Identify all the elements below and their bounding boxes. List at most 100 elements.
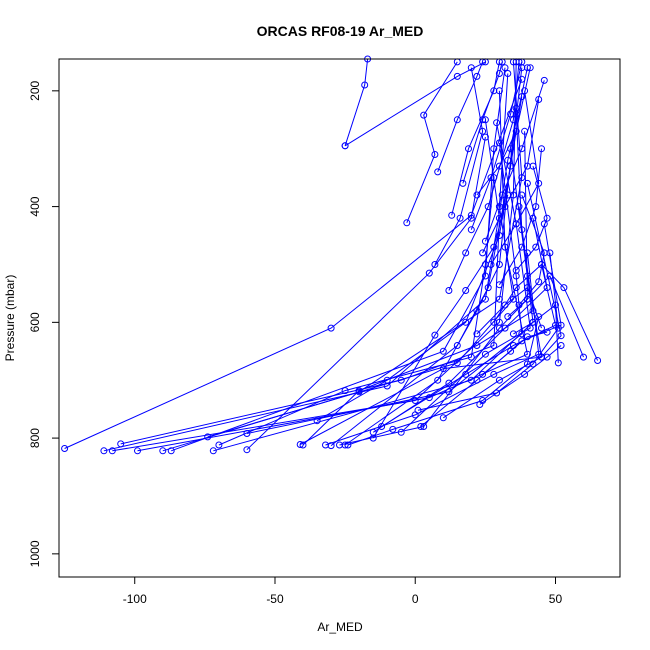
data-point-6-2	[481, 272, 489, 280]
series-line-45	[518, 194, 545, 306]
data-point-48-0	[476, 401, 484, 408]
data-point-25-2	[518, 337, 526, 345]
data-point-7-4	[504, 70, 512, 77]
series-line-33	[462, 61, 503, 184]
data-point-45-2	[540, 249, 548, 257]
series-line-30	[344, 61, 486, 147]
data-point-31-0	[448, 211, 456, 219]
data-point-14-0	[313, 417, 321, 425]
series-line-38	[482, 99, 540, 254]
data-point-6-4	[501, 64, 509, 72]
y-axis-label: Pressure (mbar)	[3, 275, 17, 362]
data-point-38-3	[535, 96, 543, 103]
y-tick-label: 800	[28, 428, 42, 448]
data-point-24-1	[493, 389, 501, 397]
data-point-45-0	[515, 301, 523, 309]
series-line-48	[479, 345, 562, 405]
data-point-40-1	[518, 243, 526, 251]
series-line-22	[381, 264, 557, 427]
data-point-32-2	[473, 72, 481, 80]
y-tick-label: 200	[28, 81, 42, 101]
data-point-20-3	[490, 243, 498, 251]
data-point-18-4	[512, 104, 520, 112]
data-point-10-1	[445, 388, 453, 396]
data-point-23-2	[526, 324, 534, 332]
series-line-19	[347, 316, 540, 446]
data-point-8-0	[209, 447, 217, 455]
data-point-46-1	[501, 301, 509, 309]
data-point-16-0	[327, 442, 335, 450]
data-point-18-1	[434, 376, 442, 384]
series-line-25	[420, 223, 562, 427]
x-tick-label: 50	[549, 592, 563, 606]
data-point-32-0	[434, 168, 442, 176]
data-point-11-0	[243, 446, 251, 454]
data-point-36-2	[512, 127, 520, 135]
data-point-36-0	[473, 191, 481, 199]
data-point-48-3	[557, 342, 565, 349]
series-line-32	[437, 61, 484, 173]
data-point-39-3	[521, 87, 529, 95]
data-point-25-0	[417, 423, 425, 430]
series-line-37	[484, 80, 545, 242]
data-point-44-3	[529, 162, 537, 170]
data-point-15-2	[490, 370, 498, 378]
data-point-25-3	[557, 321, 565, 329]
data-point-18-2	[473, 307, 481, 315]
data-point-29-0	[431, 261, 439, 268]
data-point-0-0	[61, 445, 69, 452]
y-axis: 200 400 600 800 1000	[28, 81, 60, 567]
data-point-43-3	[554, 359, 562, 367]
data-point-13-4	[515, 203, 523, 211]
x-tick-label: -100	[123, 592, 147, 606]
data-point-20-1	[431, 331, 439, 339]
data-point-44-0	[512, 266, 520, 274]
data-point-47-3	[543, 328, 551, 336]
data-point-1-0	[100, 447, 108, 455]
data-point-35-1	[487, 174, 495, 182]
data-point-14-2	[462, 318, 470, 326]
series-line-36	[476, 67, 531, 196]
data-point-28-0	[403, 219, 411, 227]
data-point-5-0	[159, 447, 167, 455]
series-line-2	[112, 61, 517, 452]
data-point-40-2	[532, 203, 540, 211]
data-point-45-3	[518, 191, 526, 199]
data-point-21-0	[369, 428, 377, 436]
data-point-9-0	[215, 441, 223, 449]
data-point-23-1	[481, 350, 489, 358]
data-point-19-0	[344, 441, 352, 449]
data-point-38-0	[479, 249, 487, 257]
data-point-42-2	[546, 272, 554, 280]
series-line-11	[246, 137, 486, 451]
data-point-34-1	[462, 249, 470, 257]
data-point-38-1	[501, 203, 509, 211]
y-tick-label: 400	[28, 196, 42, 216]
data-point-41-3	[560, 284, 568, 292]
series-line-35	[470, 61, 523, 230]
data-point-26-0	[439, 414, 447, 422]
data-point-21-2	[501, 324, 509, 332]
data-point-42-0	[504, 313, 512, 321]
data-point-10-2	[518, 330, 526, 338]
series-line-46	[476, 286, 542, 335]
series-line-29	[434, 67, 484, 265]
data-point-4-0	[134, 447, 141, 455]
data-point-10-0	[243, 430, 251, 437]
data-point-43-2	[552, 301, 559, 309]
data-point-47-2	[523, 333, 531, 341]
data-point-44-1	[532, 243, 540, 251]
data-point-34-3	[509, 116, 517, 124]
data-point-35-0	[467, 226, 475, 234]
data-point-7-0	[204, 433, 212, 441]
data-point-33-2	[495, 70, 503, 77]
data-point-44-2	[543, 214, 551, 222]
data-point-26-3	[557, 332, 565, 340]
data-point-3-0	[117, 440, 125, 448]
data-point-33-0	[459, 179, 467, 187]
data-point-6-1	[439, 347, 447, 355]
series-line-24	[417, 252, 559, 411]
data-point-13-0	[299, 441, 307, 449]
x-axis-label: Ar_MED	[317, 620, 363, 634]
